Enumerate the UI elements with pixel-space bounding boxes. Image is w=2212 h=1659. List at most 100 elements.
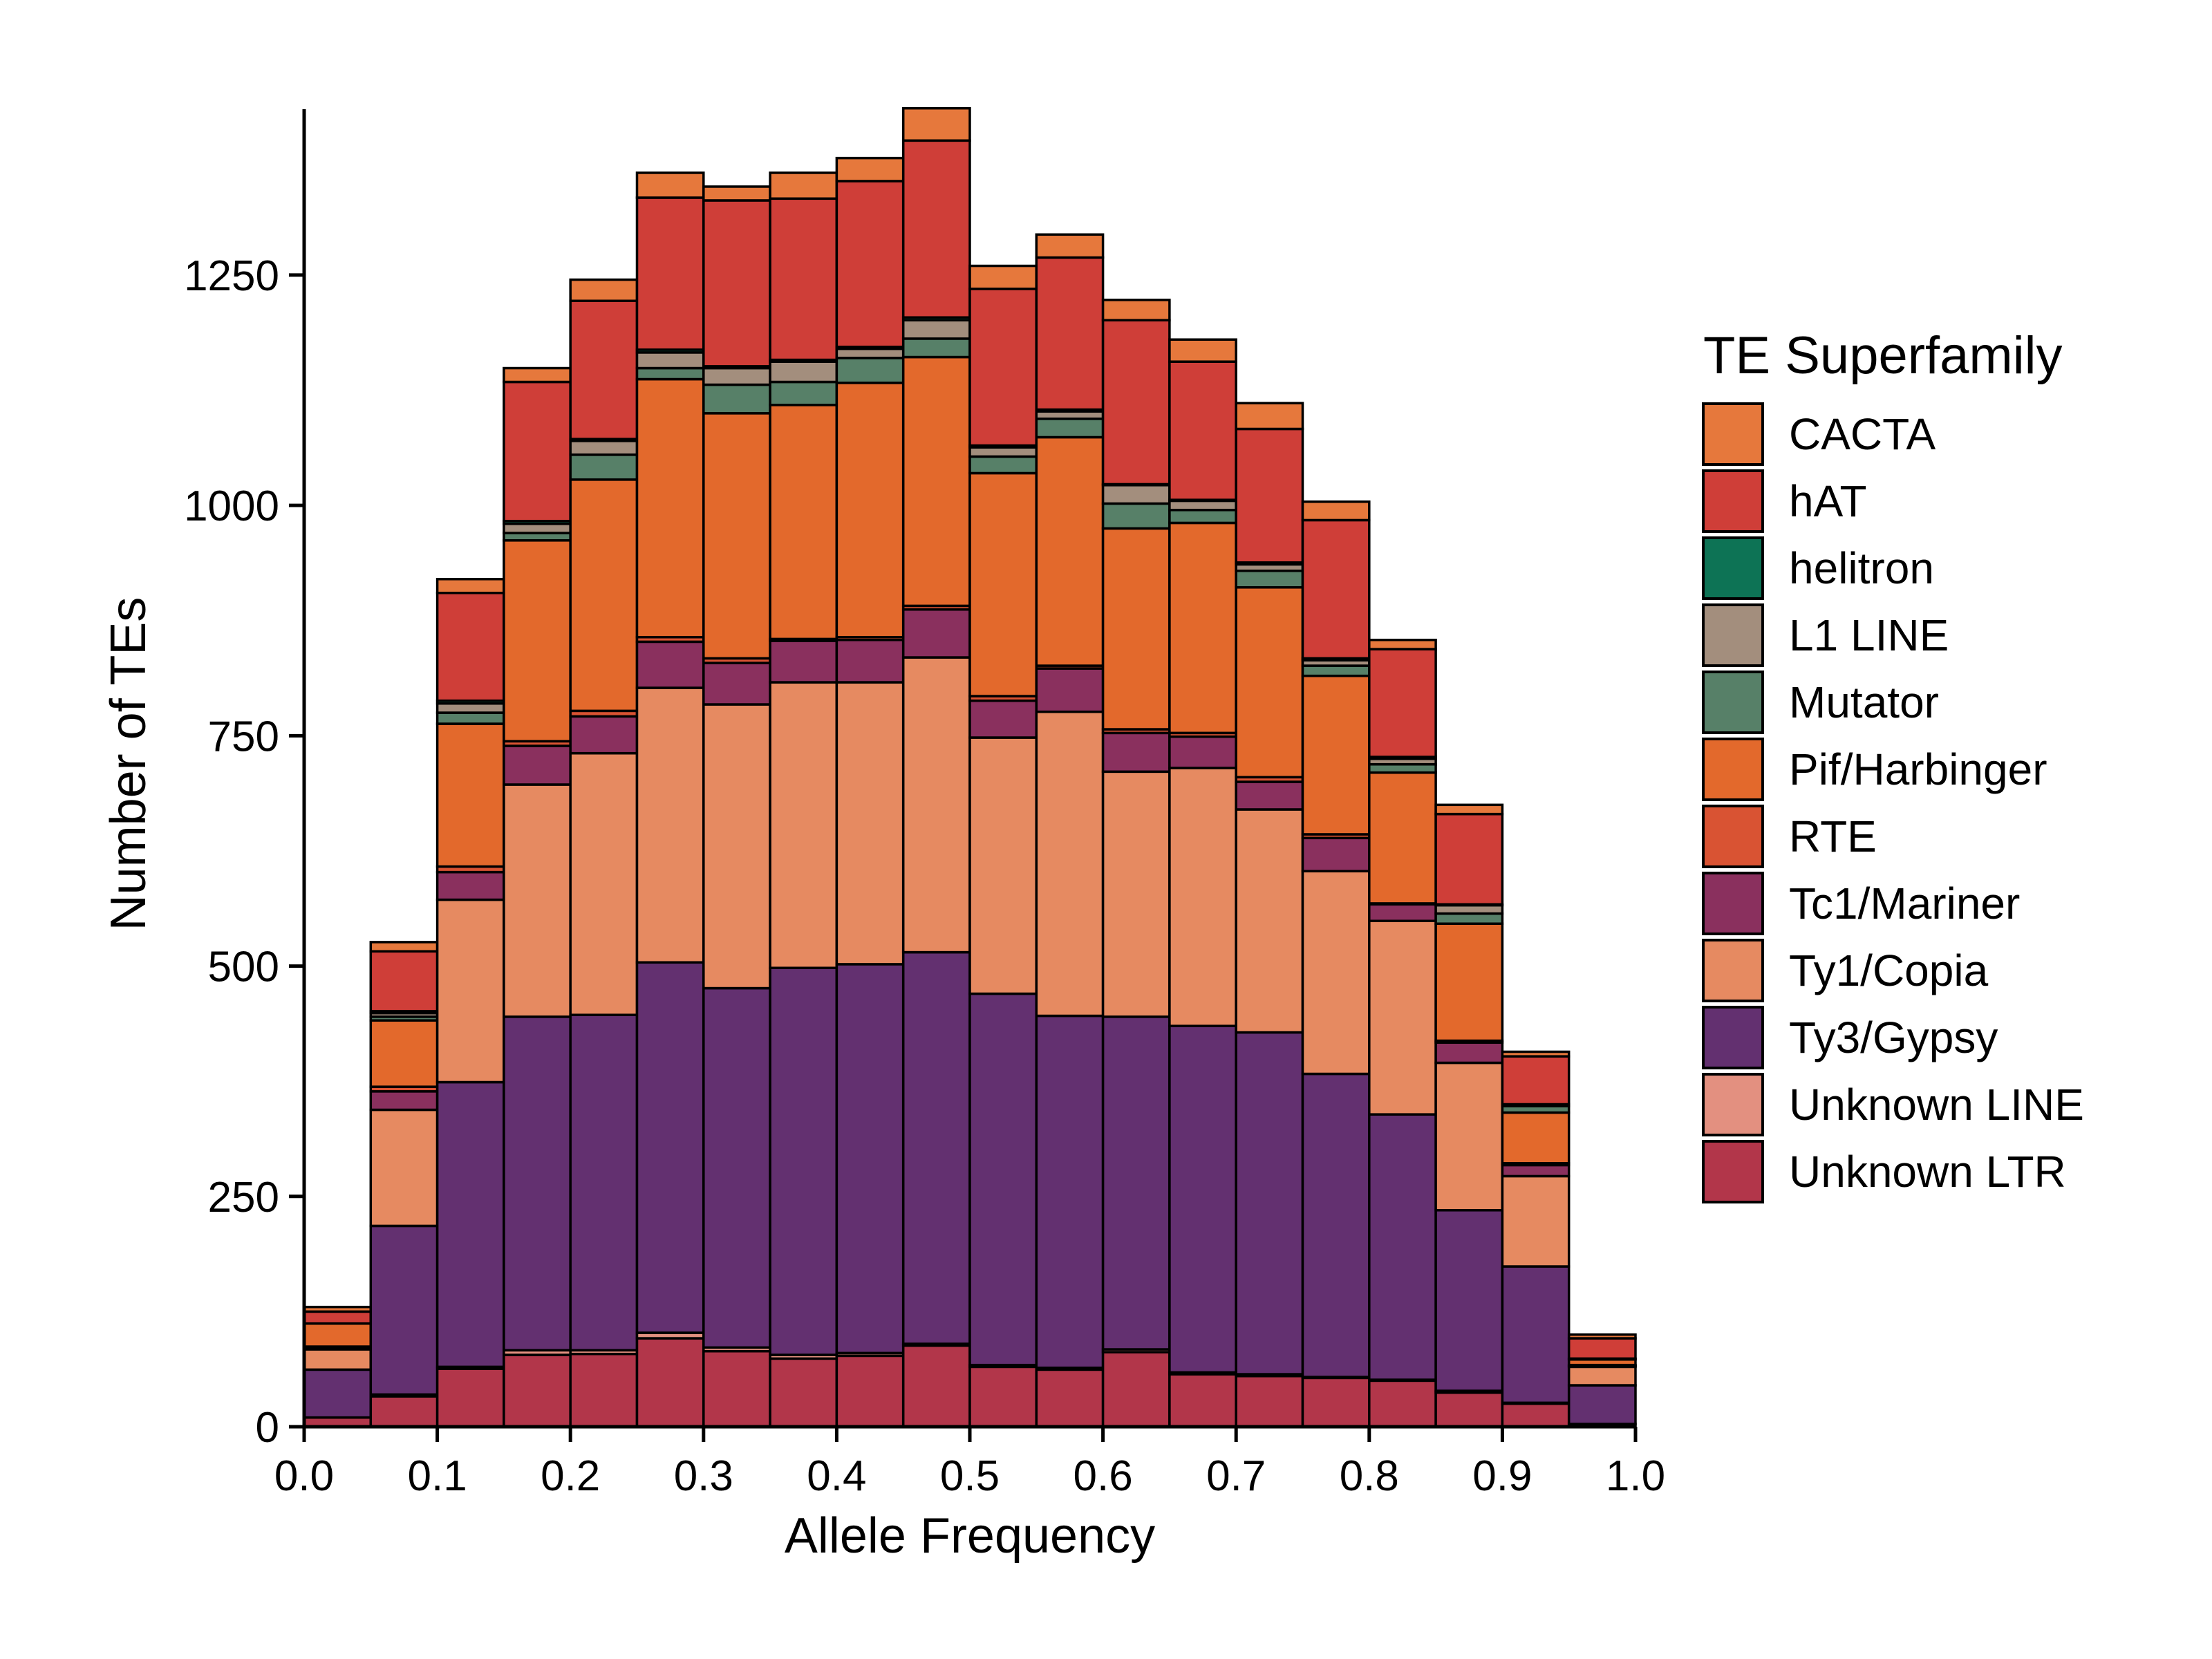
bar-unknown-ltr-bin-5	[635, 1337, 705, 1428]
bar-ty3-gypsy-bin-16	[1368, 1113, 1437, 1381]
bar-ty1-copia-bin-14	[1235, 808, 1304, 1034]
bar-unknown-ltr-bin-12	[1101, 1351, 1171, 1428]
x-tick-label: 0.1	[407, 1452, 467, 1500]
bar-mutator-bin-11	[1035, 418, 1105, 439]
bar-tc1-mariner-bin-6	[702, 662, 771, 706]
bar-l1-line-bin-13	[1168, 499, 1237, 512]
bar-cacta-bin-19	[1567, 1333, 1637, 1340]
bar-unknown-ltr-bin-14	[1235, 1374, 1304, 1428]
bar-ty1-copia-bin-4	[569, 751, 639, 1016]
bar-pif-harbinger-bin-14	[1235, 586, 1304, 779]
bar-cacta-bin-10	[968, 264, 1038, 290]
bar-ty1-copia-bin-18	[1501, 1174, 1571, 1268]
bar-tc1-mariner-bin-9	[901, 608, 971, 659]
bar-hat-bin-9	[901, 139, 971, 319]
bar-ty3-gypsy-bin-17	[1434, 1209, 1504, 1392]
y-ticks: 0 250 500 750 1000 1250	[184, 252, 304, 1452]
bar-pif-harbinger-bin-4	[569, 478, 639, 713]
x-tick-label: 0.4	[807, 1452, 866, 1500]
bar-pif-harbinger-bin-2	[435, 722, 505, 868]
bar-ty1-copia-bin-11	[1035, 710, 1105, 1018]
bar-tc1-mariner-bin-14	[1235, 780, 1304, 811]
bar-mutator-bin-4	[569, 453, 639, 481]
bar-pif-harbinger-bin-8	[835, 382, 905, 639]
bar-ty3-gypsy-bin-3	[503, 1015, 572, 1352]
bar-unknown-ltr-bin-10	[968, 1365, 1038, 1428]
legend-swatch-ty3-gypsy	[1702, 1006, 1764, 1069]
bar-mutator-bin-9	[901, 337, 971, 359]
bar-pif-harbinger-bin-6	[702, 412, 771, 660]
bar-ty3-gypsy-bin-2	[435, 1080, 505, 1369]
x-tick-label: 0.7	[1206, 1452, 1266, 1500]
bar-cacta-bin-6	[702, 185, 771, 202]
bar-ty3-gypsy-bin-0	[303, 1368, 373, 1419]
bar-l1-line-bin-4	[569, 440, 639, 456]
bar-unknown-ltr-bin-6	[702, 1349, 771, 1428]
bar-hat-bin-17	[1434, 812, 1504, 906]
bar-hat-bin-14	[1235, 427, 1304, 564]
bar-hat-bin-0	[303, 1310, 373, 1325]
legend-label-unknown-line: Unknown LINE	[1789, 1080, 2084, 1130]
bar-unknown-ltr-bin-16	[1368, 1379, 1437, 1428]
bar-l1-line-bin-7	[769, 360, 838, 384]
bar-mutator-bin-16	[1368, 762, 1437, 774]
bar-tc1-mariner-bin-4	[569, 715, 639, 755]
bar-ty3-gypsy-bin-11	[1035, 1014, 1105, 1369]
bar-unknown-ltr-bin-13	[1168, 1373, 1237, 1428]
bar-pif-harbinger-bin-17	[1434, 922, 1504, 1042]
bar-cacta-bin-3	[503, 366, 572, 384]
bar-hat-bin-18	[1501, 1055, 1571, 1106]
bar-unknown-ltr-bin-8	[835, 1354, 905, 1428]
legend-label-hat: hAT	[1789, 476, 1867, 526]
bar-pif-harbinger-bin-7	[769, 404, 838, 641]
legend-label-ty3-gypsy: Ty3/Gypsy	[1789, 1013, 1998, 1062]
x-tick-label: 0.3	[674, 1452, 733, 1500]
bar-cacta-bin-15	[1301, 500, 1371, 522]
bar-l1-line-bin-12	[1101, 484, 1171, 505]
legend-label-l1-line: L1 LINE	[1789, 610, 1949, 660]
y-tick-label: 750	[208, 713, 279, 760]
legend-swatch-tc1-mariner	[1702, 872, 1764, 935]
bar-ty1-copia-bin-19	[1567, 1365, 1637, 1387]
bar-hat-bin-13	[1168, 360, 1237, 501]
legend-label-unknown-ltr: Unknown LTR	[1789, 1147, 2066, 1197]
bar-ty3-gypsy-bin-5	[635, 961, 705, 1334]
x-tick-label: 0.5	[940, 1452, 1000, 1500]
legend-label-rte: RTE	[1789, 812, 1877, 861]
bar-unknown-ltr-bin-2	[435, 1367, 505, 1428]
bar-ty3-gypsy-bin-4	[569, 1013, 639, 1352]
bar-tc1-mariner-bin-16	[1368, 903, 1437, 923]
legend-label-ty1-copia: Ty1/Copia	[1789, 946, 1989, 995]
bar-ty3-gypsy-bin-10	[968, 992, 1038, 1367]
bar-hat-bin-6	[702, 199, 771, 368]
bar-mutator-bin-10	[968, 455, 1038, 475]
bar-ty1-copia-bin-10	[968, 736, 1038, 995]
bar-ty1-copia-bin-13	[1168, 767, 1237, 1027]
bar-unknown-ltr-bin-1	[369, 1395, 439, 1428]
x-tick-label: 1.0	[1606, 1452, 1665, 1500]
bar-cacta-bin-13	[1168, 338, 1237, 363]
legend-label-pif-harbinger: Pif/Harbinger	[1789, 744, 2047, 794]
bar-pif-harbinger-bin-9	[901, 355, 971, 608]
bar-cacta-bin-0	[303, 1305, 373, 1313]
bar-pif-harbinger-bin-18	[1501, 1111, 1571, 1165]
bar-ty3-gypsy-bin-13	[1168, 1024, 1237, 1374]
bar-mutator-bin-7	[769, 380, 838, 406]
bar-tc1-mariner-bin-10	[968, 699, 1038, 739]
bar-hat-bin-19	[1567, 1337, 1637, 1360]
bar-ty1-copia-bin-0	[303, 1348, 373, 1371]
y-tick-label: 0	[256, 1404, 279, 1452]
bar-ty1-copia-bin-15	[1301, 870, 1371, 1076]
legend-swatch-l1-line	[1702, 603, 1764, 667]
bar-pif-harbinger-bin-0	[303, 1322, 373, 1348]
legend-swatch-unknown-ltr	[1702, 1140, 1764, 1203]
bar-mutator-bin-6	[702, 383, 771, 415]
legend-label-mutator: Mutator	[1789, 677, 1939, 727]
y-tick-label: 500	[208, 944, 279, 991]
bar-mutator-bin-2	[435, 711, 505, 725]
bar-hat-bin-16	[1368, 648, 1437, 758]
legend-swatch-rte	[1702, 805, 1764, 868]
bar-ty3-gypsy-bin-14	[1235, 1031, 1304, 1376]
bar-ty3-gypsy-bin-6	[702, 986, 771, 1349]
